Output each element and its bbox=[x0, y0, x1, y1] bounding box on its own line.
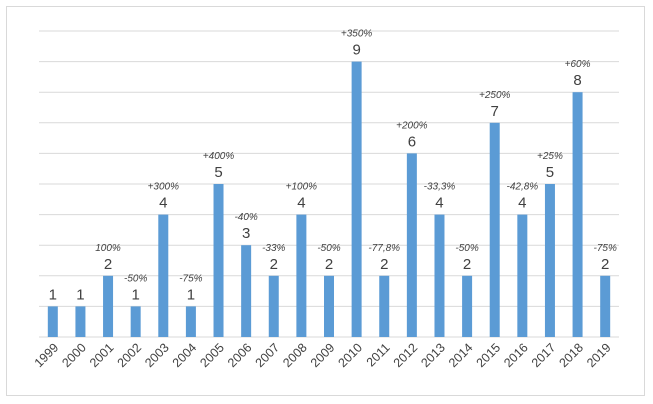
bar bbox=[241, 245, 252, 337]
change-label: -42,8% bbox=[506, 182, 538, 193]
bar bbox=[324, 275, 334, 337]
value-label: 2 bbox=[601, 256, 609, 273]
bar bbox=[296, 214, 307, 337]
change-label: +25% bbox=[537, 151, 563, 162]
bar bbox=[268, 275, 279, 337]
x-tick-label: 2000 bbox=[59, 341, 89, 371]
value-label: 2 bbox=[380, 256, 388, 273]
change-label: -33% bbox=[262, 243, 285, 254]
x-tick-label: 2004 bbox=[170, 341, 200, 371]
x-tick-label: 2017 bbox=[529, 341, 559, 371]
x-tick-label: 2001 bbox=[87, 341, 117, 371]
x-tick-label: 2013 bbox=[418, 341, 448, 371]
x-tick-label: 2014 bbox=[446, 341, 476, 371]
bar bbox=[158, 214, 169, 337]
x-tick-label: 2009 bbox=[308, 341, 338, 371]
x-tick-label: 2006 bbox=[225, 341, 255, 371]
change-label: -50% bbox=[124, 273, 147, 284]
x-tick-label: 2003 bbox=[142, 341, 172, 371]
x-tick-label: 2008 bbox=[280, 341, 310, 371]
value-label: 5 bbox=[214, 164, 222, 181]
change-label: -50% bbox=[317, 243, 340, 254]
bar bbox=[213, 184, 224, 337]
x-tick-label: 2018 bbox=[556, 341, 586, 371]
x-tick-label: 2002 bbox=[115, 341, 145, 371]
bar bbox=[185, 306, 196, 337]
change-label: -33,3% bbox=[424, 182, 456, 193]
value-label: 3 bbox=[242, 225, 250, 242]
change-label: +400% bbox=[203, 151, 235, 162]
bar bbox=[434, 214, 445, 337]
bar bbox=[517, 214, 528, 337]
change-label: +60% bbox=[565, 59, 591, 70]
value-label: 4 bbox=[297, 195, 305, 212]
value-label: 4 bbox=[435, 195, 443, 212]
value-label: 2 bbox=[270, 256, 278, 273]
bar bbox=[489, 122, 500, 337]
value-label: 9 bbox=[352, 42, 360, 59]
bar bbox=[47, 306, 58, 337]
bar bbox=[130, 306, 141, 337]
x-tick-label: 2011 bbox=[364, 341, 393, 370]
bar bbox=[572, 92, 583, 337]
value-label: 2 bbox=[463, 256, 471, 273]
value-label: 5 bbox=[546, 164, 554, 181]
change-label: -40% bbox=[234, 212, 257, 223]
x-tick-label: 2007 bbox=[253, 341, 283, 371]
x-tick-label: 2005 bbox=[197, 341, 227, 371]
bar bbox=[462, 275, 473, 337]
change-label: +250% bbox=[479, 90, 511, 101]
value-label: 4 bbox=[159, 195, 167, 212]
bar-chart: 1 1 2 100% 1 -50% 4 +300% 1 -75% 5 +400% 3 -40% 2 -33% 4… bbox=[32, 29, 619, 371]
change-label: -77,8% bbox=[368, 243, 400, 254]
change-label: +100% bbox=[286, 182, 318, 193]
change-label: 100% bbox=[95, 243, 121, 254]
change-label: +350% bbox=[341, 29, 373, 40]
value-label: 2 bbox=[104, 256, 112, 273]
value-label: 7 bbox=[491, 103, 499, 120]
bar bbox=[75, 306, 86, 337]
change-label: +300% bbox=[148, 182, 180, 193]
x-axis-ticks: 1999200020012002200320042005200620072008… bbox=[32, 341, 614, 371]
value-label: 4 bbox=[518, 195, 526, 212]
x-tick-label: 2010 bbox=[336, 341, 366, 371]
bar bbox=[103, 275, 114, 337]
value-label: 1 bbox=[49, 286, 57, 303]
data-labels: 1 1 2 100% 1 -50% 4 +300% 1 -75% 5 +400% 3 -40% 2 -33% 4… bbox=[49, 29, 617, 304]
chart-frame: 1 1 2 100% 1 -50% 4 +300% 1 -75% 5 +400% 3 -40% 2 -33% 4… bbox=[6, 6, 645, 396]
value-label: 1 bbox=[131, 286, 139, 303]
x-tick-label: 2012 bbox=[391, 341, 421, 371]
bars bbox=[47, 61, 611, 337]
bar bbox=[379, 275, 390, 337]
change-label: -75% bbox=[179, 273, 202, 284]
bar bbox=[406, 153, 417, 337]
value-label: 1 bbox=[187, 286, 195, 303]
change-label: -75% bbox=[594, 243, 617, 254]
value-label: 8 bbox=[573, 72, 581, 89]
bar bbox=[544, 184, 555, 337]
x-tick-label: 2016 bbox=[501, 341, 531, 371]
change-label: -50% bbox=[455, 243, 478, 254]
value-label: 6 bbox=[408, 133, 416, 150]
bar bbox=[351, 61, 362, 337]
x-tick-label: 1999 bbox=[32, 341, 62, 371]
change-label: +200% bbox=[396, 120, 428, 131]
x-tick-label: 2019 bbox=[584, 341, 614, 371]
x-tick-label: 2015 bbox=[474, 341, 504, 371]
value-label: 1 bbox=[76, 286, 84, 303]
value-label: 2 bbox=[325, 256, 333, 273]
bar bbox=[600, 275, 611, 337]
